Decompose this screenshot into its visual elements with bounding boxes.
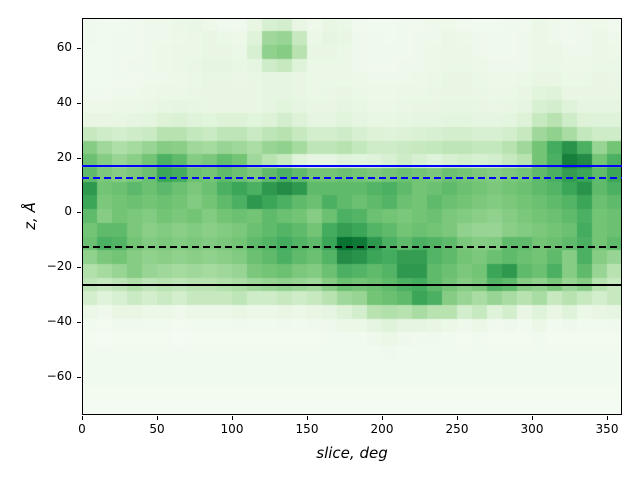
x-tick-label: 200 [370,422,394,436]
y-tick-label: 20 [56,149,72,164]
y-tick-label: −60 [46,368,72,383]
x-tick-mark [307,416,308,420]
x-tick-label: 0 [78,422,86,436]
plot-area [82,18,622,415]
x-tick-mark [457,416,458,420]
y-tick-mark [77,157,81,159]
x-tick-label: 250 [445,422,469,436]
y-tick-label: 60 [56,40,72,55]
x-tick-mark [82,416,83,420]
y-tick-mark [77,48,81,50]
x-tick-mark [382,416,383,420]
x-tick-label: 150 [295,422,319,436]
x-axis-label: slice, deg [316,444,388,462]
y-tick-label: −40 [46,313,72,328]
y-tick-mark [77,321,81,323]
x-tick-label: 300 [520,422,544,436]
y-tick-mark [77,102,81,104]
x-tick-mark [157,416,158,420]
y-tick-label: −20 [46,259,72,274]
y-tick-label: 40 [56,94,72,109]
y-tick-mark [77,376,81,378]
y-axis-label: z, Å [21,202,39,230]
y-tick-mark [77,212,81,214]
y-tick-mark [77,267,81,269]
x-tick-label: 100 [220,422,244,436]
x-tick-mark [607,416,608,420]
y-tick-label: 0 [64,204,72,219]
x-tick-mark [532,416,533,420]
x-tick-label: 50 [149,422,165,436]
heatmap-canvas [82,18,622,415]
x-tick-label: 350 [595,422,619,436]
x-tick-mark [232,416,233,420]
